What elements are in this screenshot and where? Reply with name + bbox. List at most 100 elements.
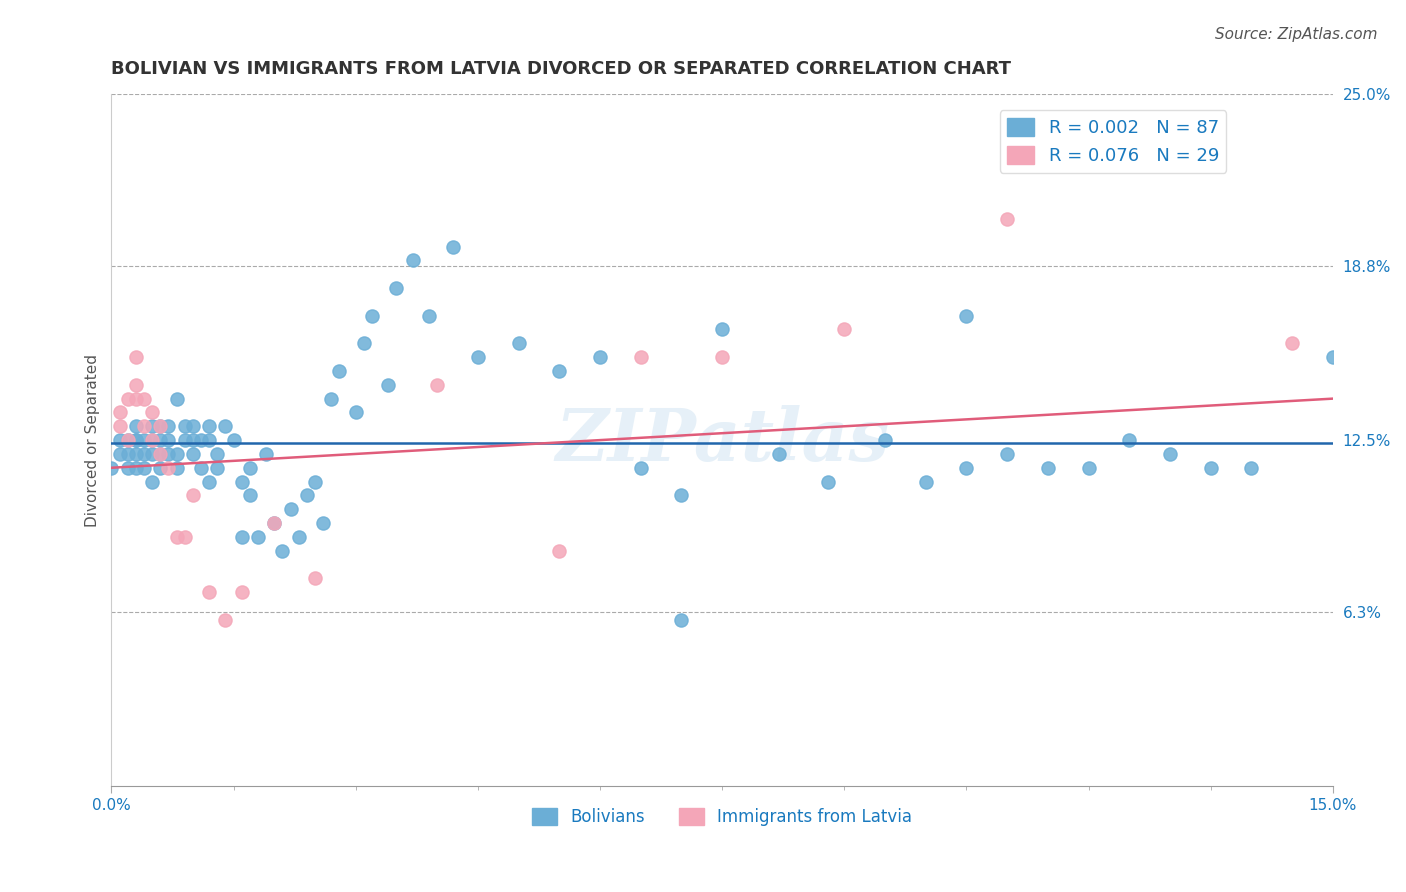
Point: [117, 392, 139, 406]
Point: [271, 543, 294, 558]
Point: [873, 433, 896, 447]
Legend: Bolivians, Immigrants from Latvia: Bolivians, Immigrants from Latvia: [526, 801, 918, 833]
Y-axis label: Divorced or Separated: Divorced or Separated: [86, 353, 100, 526]
Point: [402, 253, 425, 268]
Point: [166, 447, 188, 461]
Point: [711, 350, 734, 364]
Point: [141, 405, 163, 419]
Point: [630, 350, 652, 364]
Point: [125, 392, 148, 406]
Point: [190, 433, 212, 447]
Point: [630, 460, 652, 475]
Text: BOLIVIAN VS IMMIGRANTS FROM LATVIA DIVORCED OR SEPARATED CORRELATION CHART: BOLIVIAN VS IMMIGRANTS FROM LATVIA DIVOR…: [111, 60, 1011, 78]
Point: [141, 433, 163, 447]
Point: [108, 447, 131, 461]
Point: [181, 419, 204, 434]
Point: [149, 419, 172, 434]
Point: [108, 405, 131, 419]
Point: [166, 530, 188, 544]
Point: [263, 516, 285, 530]
Point: [467, 350, 489, 364]
Point: [108, 433, 131, 447]
Point: [100, 460, 122, 475]
Point: [377, 377, 399, 392]
Point: [108, 419, 131, 434]
Point: [132, 433, 155, 447]
Point: [231, 475, 253, 489]
Point: [1159, 447, 1181, 461]
Point: [149, 447, 172, 461]
Point: [132, 419, 155, 434]
Point: [711, 322, 734, 336]
Point: [246, 530, 269, 544]
Point: [157, 419, 180, 434]
Point: [589, 350, 612, 364]
Point: [173, 530, 195, 544]
Point: [214, 419, 236, 434]
Point: [207, 460, 229, 475]
Point: [132, 460, 155, 475]
Point: [344, 405, 367, 419]
Text: Source: ZipAtlas.com: Source: ZipAtlas.com: [1215, 27, 1378, 42]
Point: [1077, 460, 1099, 475]
Point: [149, 460, 172, 475]
Point: [125, 447, 148, 461]
Point: [1281, 336, 1303, 351]
Point: [441, 239, 464, 253]
Point: [671, 488, 693, 502]
Point: [955, 309, 977, 323]
Point: [157, 460, 180, 475]
Point: [141, 419, 163, 434]
Point: [125, 350, 148, 364]
Point: [125, 433, 148, 447]
Point: [304, 571, 326, 585]
Point: [1036, 460, 1059, 475]
Point: [817, 475, 839, 489]
Point: [149, 447, 172, 461]
Point: [198, 475, 221, 489]
Point: [1322, 350, 1344, 364]
Point: [198, 433, 221, 447]
Point: [141, 433, 163, 447]
Point: [304, 475, 326, 489]
Point: [254, 447, 277, 461]
Point: [181, 433, 204, 447]
Point: [198, 419, 221, 434]
Point: [361, 309, 384, 323]
Point: [914, 475, 936, 489]
Point: [181, 488, 204, 502]
Point: [173, 419, 195, 434]
Point: [190, 460, 212, 475]
Point: [231, 530, 253, 544]
Point: [1118, 433, 1140, 447]
Point: [295, 488, 318, 502]
Point: [214, 613, 236, 627]
Point: [141, 475, 163, 489]
Point: [207, 447, 229, 461]
Point: [125, 419, 148, 434]
Point: [426, 377, 449, 392]
Point: [181, 447, 204, 461]
Text: ZIPatlas: ZIPatlas: [555, 405, 889, 475]
Point: [328, 364, 350, 378]
Point: [157, 433, 180, 447]
Point: [149, 433, 172, 447]
Point: [312, 516, 335, 530]
Point: [1199, 460, 1222, 475]
Point: [157, 447, 180, 461]
Point: [353, 336, 375, 351]
Point: [125, 377, 148, 392]
Point: [834, 322, 856, 336]
Point: [117, 433, 139, 447]
Point: [995, 211, 1018, 226]
Point: [385, 281, 408, 295]
Point: [280, 502, 302, 516]
Point: [287, 530, 309, 544]
Point: [321, 392, 343, 406]
Point: [149, 419, 172, 434]
Point: [117, 433, 139, 447]
Point: [418, 309, 440, 323]
Point: [222, 433, 245, 447]
Point: [198, 585, 221, 599]
Point: [166, 392, 188, 406]
